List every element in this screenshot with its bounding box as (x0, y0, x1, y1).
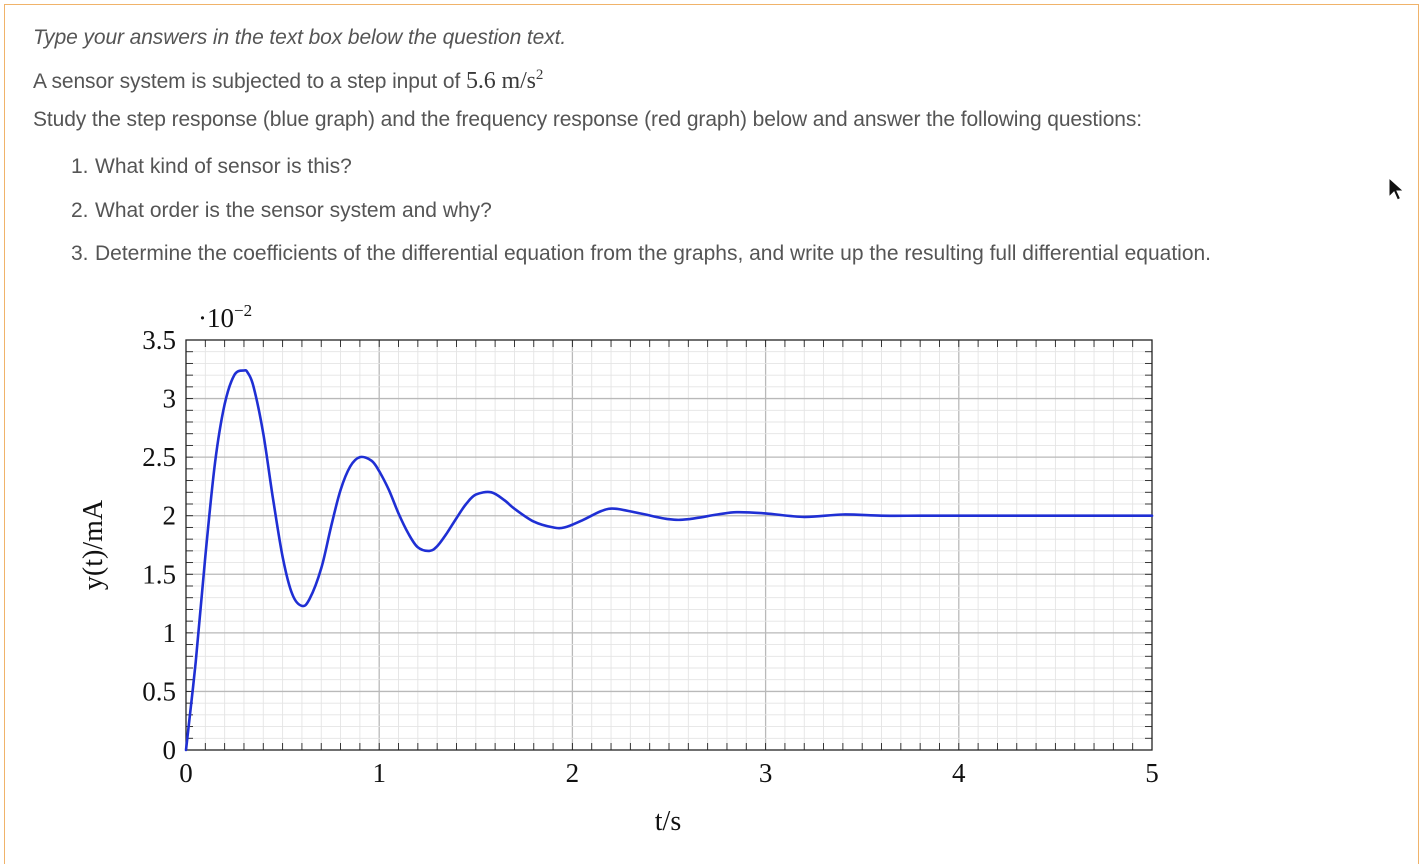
y-tick-label: 2 (163, 501, 177, 531)
question-text: What kind of sensor is this? (95, 155, 352, 178)
axis-multiplier: ·10−2 (198, 301, 252, 333)
y-tick-label: 0 (163, 735, 177, 765)
y-tick-label: 1.5 (142, 559, 176, 589)
x-axis-label: t/s (655, 806, 681, 837)
study-instruction: Study the step response (blue graph) and… (33, 108, 1142, 131)
step-input-prefix: A sensor system is subjected to a step i… (33, 70, 466, 93)
question-list: 1. What kind of sensor is this? 2. What or… (71, 155, 1212, 286)
y-tick-label: 0.5 (142, 676, 176, 706)
step-response-chart: 0 0.5 1 1.5 2 2.5 3 3.5 0 1 2 3 4 5 ·10−2 t/s y(t)/m… (78, 301, 1159, 837)
x-tick-label: 2 (566, 758, 580, 788)
question-text: Determine the coefficients of the differ… (95, 242, 1212, 265)
x-tick-label: 5 (1145, 758, 1159, 788)
y-tick-label: 2.5 (142, 442, 176, 472)
question-number: 2. (71, 198, 89, 222)
chart-grid (186, 340, 1152, 750)
y-tick-label: 3 (163, 384, 177, 414)
x-tick-label: 1 (372, 758, 386, 788)
question-item: 3. Determine the coefficients of the diff… (71, 242, 1212, 286)
x-tick-labels: 0 1 2 3 4 5 (179, 758, 1159, 788)
plot-frame (185, 339, 1153, 751)
question-item: 2. What order is the sensor system and wh… (71, 198, 1211, 243)
x-tick-label: 4 (952, 758, 966, 788)
y-tick-label: 1 (163, 618, 177, 648)
question-item: 1. What kind of sensor is this? (71, 155, 1211, 199)
question-number: 1. (71, 155, 89, 178)
x-tick-label: 0 (179, 758, 193, 788)
answer-instruction: Type your answers in the text box below … (33, 26, 567, 49)
chart-ticks (186, 340, 1152, 750)
step-input-statement: A sensor system is subjected to a step i… (33, 67, 543, 95)
x-tick-label: 3 (759, 758, 773, 788)
question-number: 3. (71, 242, 89, 265)
step-input-unit: 5.6 m/s (465, 68, 536, 94)
question-text: What order is the sensor system and why? (95, 198, 492, 222)
step-response-series-line (184, 369, 1154, 752)
y-axis-label: y(t)/mA (78, 499, 109, 590)
y-tick-labels: 0 0.5 1 1.5 2 2.5 3 3.5 (142, 325, 176, 765)
question-frame (4, 4, 1419, 864)
mouse-pointer-icon (1388, 177, 1405, 201)
step-input-exponent: 2 (535, 67, 544, 83)
y-tick-label: 3.5 (142, 325, 176, 355)
step-input-value: 5.6 m/s2 (465, 67, 544, 94)
